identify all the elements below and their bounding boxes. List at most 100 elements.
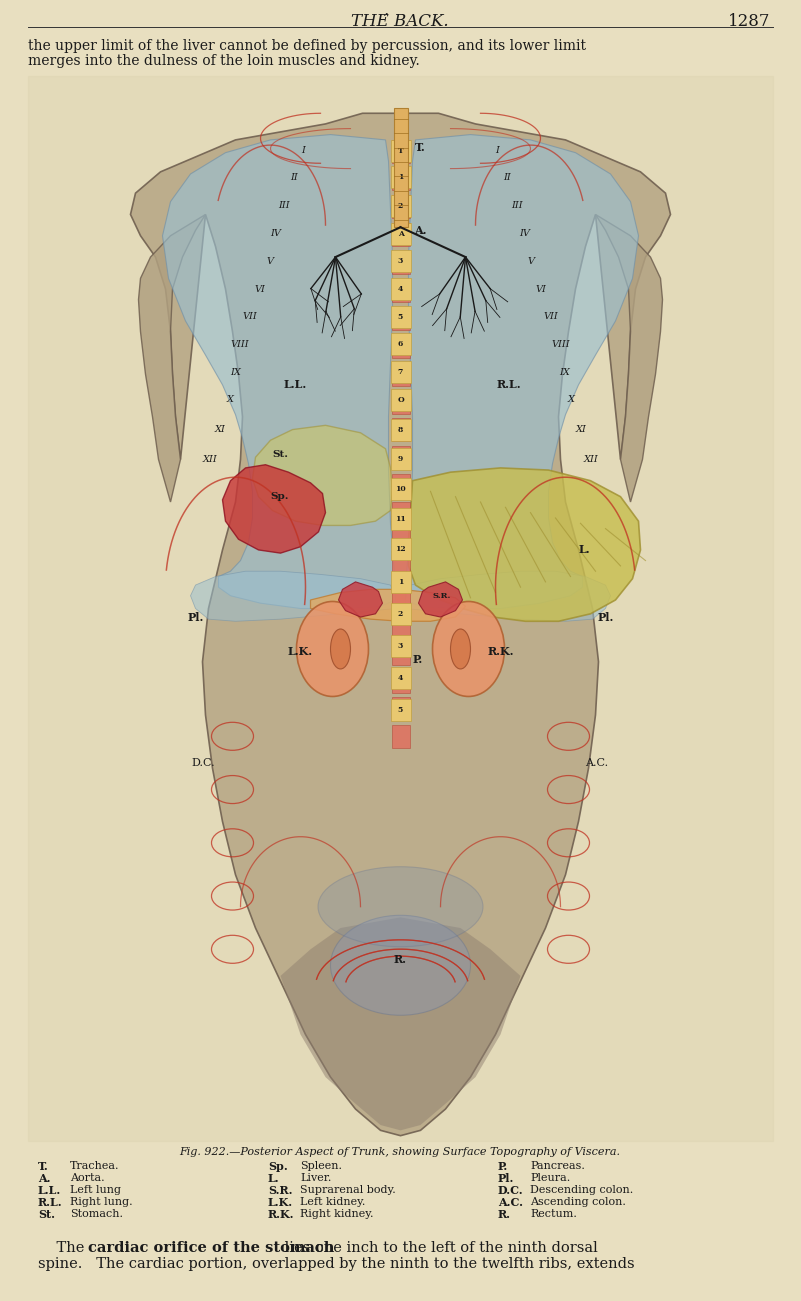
Polygon shape bbox=[409, 468, 641, 622]
Text: Stomach.: Stomach. bbox=[70, 1209, 123, 1219]
Text: XII: XII bbox=[583, 455, 598, 464]
Ellipse shape bbox=[296, 601, 368, 696]
Bar bbox=[391, 362, 410, 382]
Text: X: X bbox=[227, 396, 234, 405]
Text: R.L.: R.L. bbox=[38, 1197, 62, 1209]
Text: 5: 5 bbox=[398, 705, 403, 714]
Text: Liver.: Liver. bbox=[300, 1174, 332, 1183]
Text: 9: 9 bbox=[398, 455, 403, 463]
Bar bbox=[392, 139, 409, 163]
Text: 12: 12 bbox=[395, 545, 406, 553]
Bar bbox=[391, 278, 410, 301]
Text: 4: 4 bbox=[398, 285, 403, 293]
Text: The: The bbox=[38, 1241, 89, 1255]
Text: IV: IV bbox=[520, 229, 530, 238]
Text: 10: 10 bbox=[395, 485, 406, 493]
Ellipse shape bbox=[318, 866, 483, 947]
Text: 3: 3 bbox=[398, 641, 403, 649]
Text: Sp.: Sp. bbox=[268, 1160, 288, 1172]
Text: III: III bbox=[278, 202, 289, 211]
Text: L.: L. bbox=[578, 544, 590, 556]
Text: merges into the dulness of the loin muscles and kidney.: merges into the dulness of the loin musc… bbox=[28, 55, 420, 68]
Text: R.: R. bbox=[394, 955, 407, 965]
Bar bbox=[392, 530, 409, 553]
Text: Left lung: Left lung bbox=[70, 1185, 121, 1196]
Text: R.K.: R.K. bbox=[268, 1209, 295, 1220]
Text: Aorta.: Aorta. bbox=[70, 1174, 105, 1183]
Polygon shape bbox=[339, 582, 383, 617]
Polygon shape bbox=[139, 215, 206, 502]
Bar bbox=[391, 389, 410, 411]
Bar bbox=[391, 602, 410, 624]
Bar bbox=[392, 363, 409, 385]
Text: XII: XII bbox=[203, 455, 218, 464]
Text: Pl.: Pl. bbox=[187, 611, 203, 622]
Polygon shape bbox=[252, 425, 392, 526]
Bar bbox=[392, 641, 409, 665]
Text: D.C.: D.C. bbox=[498, 1185, 524, 1196]
Ellipse shape bbox=[331, 916, 470, 1015]
Text: P.: P. bbox=[413, 654, 423, 665]
Text: IX: IX bbox=[231, 368, 241, 376]
Polygon shape bbox=[191, 571, 396, 622]
Text: V: V bbox=[528, 256, 534, 265]
Text: Right kidney.: Right kidney. bbox=[300, 1209, 373, 1219]
Bar bbox=[392, 278, 409, 302]
Text: the upper limit of the liver cannot be defined by percussion, and its lower limi: the upper limit of the liver cannot be d… bbox=[28, 39, 586, 53]
Polygon shape bbox=[223, 464, 325, 553]
Bar bbox=[392, 670, 409, 692]
Text: A.: A. bbox=[414, 225, 427, 235]
Text: VIII: VIII bbox=[552, 340, 570, 349]
Text: Pl.: Pl. bbox=[498, 1174, 514, 1184]
Bar bbox=[28, 75, 773, 1141]
Text: St.: St. bbox=[272, 450, 288, 458]
Text: XI: XI bbox=[215, 425, 226, 435]
Bar bbox=[392, 168, 409, 190]
Text: I: I bbox=[496, 146, 499, 155]
Text: A.C.: A.C. bbox=[586, 758, 609, 768]
Text: Pl.: Pl. bbox=[598, 611, 614, 622]
Text: lies one inch to the left of the ninth dorsal: lies one inch to the left of the ninth d… bbox=[280, 1241, 598, 1255]
Text: Suprarenal body.: Suprarenal body. bbox=[300, 1185, 396, 1196]
Text: S.R.: S.R. bbox=[433, 592, 451, 600]
Text: 4: 4 bbox=[398, 674, 403, 682]
Polygon shape bbox=[595, 215, 662, 502]
Bar bbox=[391, 666, 410, 688]
Ellipse shape bbox=[450, 628, 470, 669]
Bar bbox=[392, 390, 409, 414]
Bar bbox=[391, 167, 410, 189]
Text: S.R.: S.R. bbox=[268, 1185, 292, 1196]
Polygon shape bbox=[311, 589, 465, 622]
Polygon shape bbox=[163, 134, 396, 609]
Bar bbox=[391, 449, 410, 471]
Bar bbox=[392, 725, 409, 748]
Text: 7: 7 bbox=[398, 368, 403, 376]
Polygon shape bbox=[418, 582, 462, 617]
Polygon shape bbox=[131, 113, 670, 1136]
Bar bbox=[392, 585, 409, 609]
Text: 1287: 1287 bbox=[727, 13, 770, 30]
Text: Descending colon.: Descending colon. bbox=[530, 1185, 634, 1196]
Text: A.C.: A.C. bbox=[498, 1197, 523, 1209]
Ellipse shape bbox=[433, 601, 505, 696]
Bar bbox=[391, 507, 410, 530]
Text: II: II bbox=[290, 173, 297, 182]
Text: O: O bbox=[397, 396, 404, 403]
Bar bbox=[391, 222, 410, 245]
Text: VI: VI bbox=[536, 285, 546, 294]
Bar bbox=[392, 502, 409, 526]
Bar bbox=[392, 614, 409, 636]
Text: cardiac orifice of the stomach: cardiac orifice of the stomach bbox=[88, 1241, 334, 1255]
Polygon shape bbox=[280, 917, 521, 1131]
Bar bbox=[391, 635, 410, 657]
Text: R.L.: R.L. bbox=[496, 380, 521, 390]
Text: Pancreas.: Pancreas. bbox=[530, 1160, 585, 1171]
Text: 3: 3 bbox=[398, 258, 403, 265]
Text: X: X bbox=[567, 396, 574, 405]
Ellipse shape bbox=[331, 628, 351, 669]
Text: P.: P. bbox=[498, 1160, 509, 1172]
Text: 2: 2 bbox=[398, 610, 403, 618]
Text: V: V bbox=[267, 256, 273, 265]
Text: L.K.: L.K. bbox=[268, 1197, 293, 1209]
Text: L.L.: L.L. bbox=[38, 1185, 61, 1196]
